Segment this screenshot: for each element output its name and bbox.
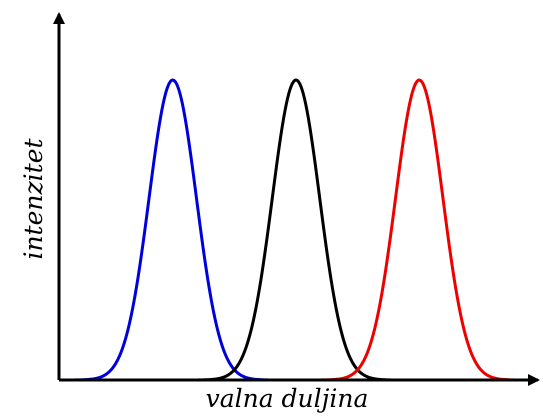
series-curve-3	[318, 78, 516, 382]
series-curve-2	[194, 78, 393, 382]
y-axis-label: intenzitet	[19, 137, 48, 259]
x-axis-label: valna duljina	[206, 384, 369, 413]
series-curve-1	[71, 78, 270, 382]
series-layer	[71, 78, 516, 382]
